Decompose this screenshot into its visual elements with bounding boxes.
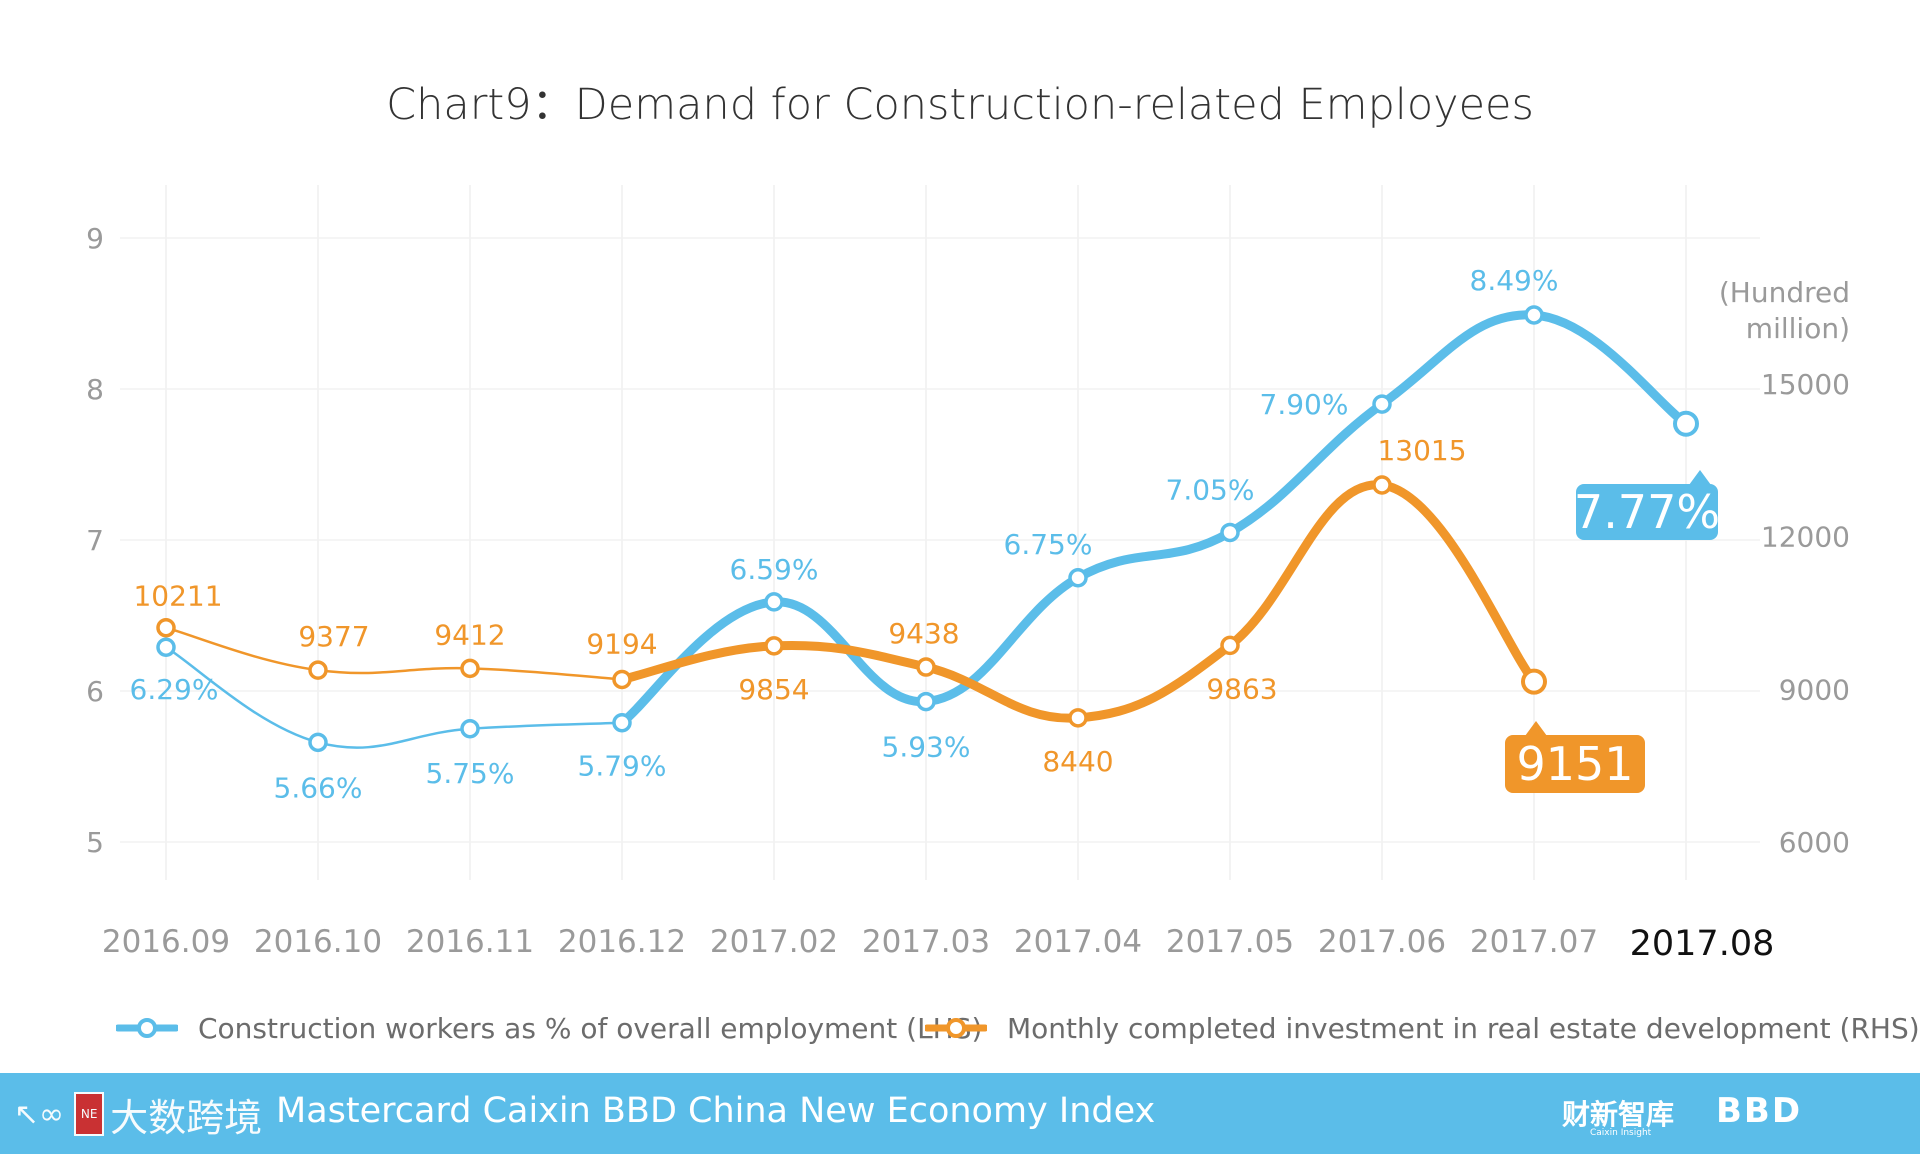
right-axis-tick: 12000 <box>1761 521 1850 554</box>
blue-point[interactable] <box>612 712 632 733</box>
x-axis-tick: 2017.08 <box>1630 924 1775 964</box>
footer-logo: ↖∞ NE 大数跨境 <box>14 1089 263 1140</box>
left-axis-tick: 9 <box>86 222 104 255</box>
orange-point[interactable] <box>460 658 480 679</box>
orange-data-label: 9863 <box>1206 672 1277 705</box>
legend-item-blue[interactable]: Construction workers as % of overall emp… <box>116 1008 982 1048</box>
orange-data-label: 13015 <box>1377 434 1466 467</box>
orange-latest-callout-text: 9151 <box>1516 737 1633 791</box>
x-axis-tick: 2017.07 <box>1470 924 1598 960</box>
logo-text: 大数跨境 <box>110 1095 263 1140</box>
blue-data-label: 5.93% <box>882 731 971 764</box>
legend-orange-label: Monthly completed investment in real est… <box>1007 1011 1920 1045</box>
blue-point[interactable] <box>156 637 176 657</box>
blue-point[interactable] <box>1372 394 1392 414</box>
chart-title: Chart9：Demand for Construction-related E… <box>386 80 1534 130</box>
blue-data-label: 7.90% <box>1260 388 1349 421</box>
blue-latest-callout-text: 7.77% <box>1574 485 1720 539</box>
blue-data-label: 5.66% <box>274 771 363 804</box>
blue-data-label: 6.29% <box>130 673 219 706</box>
orange-series-line-thin <box>165 626 623 681</box>
x-axis-tick: 2016.11 <box>406 924 534 960</box>
right-axis-tick: 15000 <box>1761 368 1850 401</box>
blue-latest-callout-pointer <box>1689 470 1711 485</box>
right-axis-unit-label: million) <box>1746 312 1850 345</box>
orange-data-label: 8440 <box>1042 745 1113 778</box>
blue-data-label: 5.79% <box>578 750 667 783</box>
x-axis-tick: 2017.06 <box>1318 924 1446 960</box>
x-axis-tick: 2017.03 <box>862 924 990 960</box>
legend-blue-label: Construction workers as % of overall emp… <box>198 1011 983 1045</box>
logo-mark-icon: ↖∞ <box>14 1096 65 1132</box>
x-axis-tick: 2016.12 <box>558 924 686 960</box>
orange-point[interactable] <box>1220 635 1240 656</box>
legend-blue-marker <box>116 1018 178 1038</box>
blue-latest-callout: 7.77% <box>1574 470 1720 540</box>
blue-point[interactable] <box>308 732 328 753</box>
left-axis-tick: 7 <box>86 524 104 557</box>
brand-caixin-insight: 财新智库 <box>1562 1098 1675 1131</box>
blue-data-label: 5.75% <box>426 757 515 790</box>
orange-point[interactable] <box>612 669 632 690</box>
orange-data-label: 9377 <box>298 620 369 653</box>
orange-point[interactable] <box>1521 668 1547 695</box>
labels-layer: 6.29% 5.66% 5.75% 5.79% 6.59% 5.93% 6.75% 7.05%… <box>130 264 1721 804</box>
legend-orange-marker <box>925 1018 987 1038</box>
legend-item-orange[interactable]: Monthly completed investment in real est… <box>925 1008 1920 1048</box>
x-axis-tick: 2016.09 <box>102 924 230 960</box>
blue-series-line-thick <box>617 310 1691 728</box>
left-axis-tick: 6 <box>86 675 104 708</box>
x-axis-tick: 2017.02 <box>710 924 838 960</box>
orange-data-label: 9412 <box>434 618 505 651</box>
blue-point[interactable] <box>1673 410 1699 437</box>
blue-data-label: 8.49% <box>1470 264 1559 297</box>
logo-badge: NE <box>74 1092 105 1136</box>
blue-point[interactable] <box>1220 522 1240 543</box>
blue-point[interactable] <box>1068 568 1088 588</box>
orange-point[interactable] <box>916 657 936 677</box>
brand-bbd: BBD <box>1716 1091 1803 1131</box>
orange-point[interactable] <box>1068 708 1088 728</box>
series-layer <box>156 305 1699 753</box>
blue-latest-callout-box <box>1576 484 1718 540</box>
blue-series-line-thin <box>165 646 623 749</box>
right-axis-unit-label: (Hundred <box>1719 276 1850 309</box>
blue-data-label: 6.59% <box>730 553 819 586</box>
orange-point[interactable] <box>308 660 328 680</box>
orange-point[interactable] <box>1372 475 1392 495</box>
footer-index-name: Mastercard Caixin BBD China New Economy … <box>276 1091 1156 1131</box>
orange-data-label: 9854 <box>738 673 809 706</box>
x-axis-tick: 2017.04 <box>1014 924 1142 960</box>
orange-point[interactable] <box>156 617 176 638</box>
orange-data-label: 9194 <box>586 627 657 660</box>
blue-point[interactable] <box>916 691 936 712</box>
left-axis-tick: 8 <box>86 373 104 406</box>
orange-latest-callout: 9151 <box>1505 721 1645 793</box>
x-axis-tick: 2017.05 <box>1166 924 1294 960</box>
orange-latest-callout-pointer <box>1525 721 1547 736</box>
blue-data-label: 6.75% <box>1004 528 1093 561</box>
footer-bar: ↖∞ NE 大数跨境 Mastercard Caixin BBD China N… <box>0 1073 1920 1154</box>
left-axis-tick: 5 <box>86 826 104 859</box>
right-axis-tick: 9000 <box>1779 673 1850 706</box>
orange-data-label: 10211 <box>133 580 222 613</box>
right-axis-tick: 6000 <box>1779 826 1850 859</box>
blue-point[interactable] <box>764 592 784 612</box>
x-axis-tick: 2016.10 <box>254 924 382 960</box>
blue-point[interactable] <box>1524 305 1544 325</box>
orange-data-label: 9438 <box>888 617 959 650</box>
brand-caixin-insight-sub: Caixin Insight <box>1590 1128 1652 1138</box>
blue-data-label: 7.05% <box>1166 473 1255 506</box>
orange-point[interactable] <box>764 636 784 656</box>
blue-point[interactable] <box>460 719 480 739</box>
orange-latest-callout-box <box>1505 735 1645 793</box>
